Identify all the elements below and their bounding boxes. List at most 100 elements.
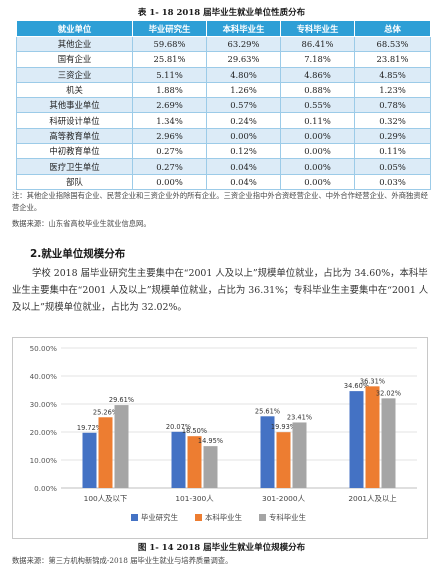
- cell-value: 0.00%: [280, 127, 355, 145]
- cell-value: 0.00%: [280, 158, 355, 175]
- cell-unit: 高等教育单位: [16, 127, 133, 145]
- figure-caption: 图 1- 14 2018 届毕业生就业单位规模分布: [137, 543, 306, 553]
- cell-value: 0.00%: [280, 143, 355, 160]
- data-label: 25.26%: [93, 408, 118, 416]
- bar: [98, 417, 113, 488]
- bar: [349, 391, 364, 488]
- header-overall: 总体: [354, 20, 431, 37]
- bar: [82, 432, 97, 488]
- cell-value: 0.55%: [280, 97, 355, 114]
- bar: [203, 446, 218, 488]
- table-caption: 表 1- 18 2018 届毕业生就业单位性质分布: [137, 8, 306, 18]
- cell-value: 0.12%: [206, 143, 281, 160]
- bar: [381, 398, 396, 488]
- y-tick-label: 0.00%: [34, 484, 57, 493]
- y-tick-label: 40.00%: [30, 372, 58, 381]
- cell-value: 23.81%: [354, 51, 431, 68]
- data-label: 36.31%: [360, 377, 385, 385]
- cell-value: 0.32%: [354, 112, 431, 129]
- cell-value: 0.00%: [206, 127, 281, 145]
- header-graduate: 毕业研究生: [132, 20, 207, 37]
- data-label: 25.61%: [255, 407, 280, 415]
- employer-type-table: 就业单位 毕业研究生 本科毕业生 专科毕业生 总体 其他企业 59.68% 63…: [16, 20, 431, 190]
- cell-value: 0.04%: [206, 158, 281, 175]
- cell-value: 0.05%: [354, 158, 431, 175]
- cell-value: 0.88%: [280, 81, 355, 99]
- legend-label: 毕业研究生: [141, 513, 178, 522]
- legend-label: 专科毕业生: [269, 513, 306, 522]
- y-tick-label: 30.00%: [30, 400, 58, 409]
- table-row: 其他事业单位 2.69% 0.57% 0.55% 0.78%: [16, 97, 431, 114]
- header-unit: 就业单位: [16, 20, 133, 37]
- cell-unit: 三资企业: [16, 66, 133, 83]
- y-tick-label: 10.00%: [30, 456, 58, 465]
- x-tick-label: 100人及以下: [84, 494, 128, 503]
- cell-value: 1.88%: [132, 81, 207, 99]
- table-row: 科研设计单位 1.34% 0.24% 0.11% 0.32%: [16, 112, 431, 129]
- bar: [260, 416, 275, 488]
- data-label: 20.07%: [166, 423, 191, 431]
- section-title: 2.就业单位规模分布: [30, 248, 126, 260]
- data-label: 14.95%: [198, 437, 223, 445]
- cell-value: 29.63%: [206, 51, 281, 68]
- cell-value: 2.69%: [132, 97, 207, 114]
- x-tick-label: 301-2000人: [262, 494, 306, 503]
- table-row: 高等教育单位 2.96% 0.00% 0.00% 0.29%: [16, 127, 431, 145]
- data-label: 23.41%: [287, 413, 312, 421]
- cell-value: 7.18%: [280, 51, 355, 68]
- cell-value: 0.29%: [354, 127, 431, 145]
- cell-value: 0.04%: [206, 173, 281, 190]
- cell-value: 63.29%: [206, 35, 281, 53]
- cell-value: 0.11%: [354, 143, 431, 160]
- cell-value: 68.53%: [354, 35, 431, 53]
- legend-swatch: [195, 514, 202, 521]
- cell-value: 86.41%: [280, 35, 355, 53]
- cell-value: 25.81%: [132, 51, 207, 68]
- bar: [187, 436, 202, 488]
- table-row: 部队 0.00% 0.04% 0.00% 0.03%: [16, 173, 431, 190]
- cell-unit: 部队: [16, 173, 133, 190]
- cell-unit: 其他事业单位: [16, 97, 133, 114]
- cell-value: 1.26%: [206, 81, 281, 99]
- cell-value: 4.85%: [354, 66, 431, 83]
- cell-unit: 国有企业: [16, 51, 133, 68]
- table-row: 国有企业 25.81% 29.63% 7.18% 23.81%: [16, 51, 431, 68]
- bar: [276, 432, 291, 488]
- size-distribution-chart: 0.00% 10.00% 20.00% 30.00% 40.00% 50.00% 19.72…: [12, 337, 428, 539]
- bar: [365, 386, 380, 488]
- data-label: 29.61%: [109, 396, 134, 404]
- cell-unit: 医疗卫生单位: [16, 158, 133, 175]
- bar: [114, 405, 129, 488]
- cell-value: 1.23%: [354, 81, 431, 99]
- bar: [171, 431, 186, 488]
- cell-value: 4.86%: [280, 66, 355, 83]
- cell-value: 5.11%: [132, 66, 207, 83]
- header-undergraduate: 本科毕业生: [206, 20, 281, 37]
- cell-value: 59.68%: [132, 35, 207, 53]
- table-row: 机关 1.88% 1.26% 0.88% 1.23%: [16, 81, 431, 99]
- cell-unit: 其他企业: [16, 35, 133, 53]
- bar: [292, 422, 307, 488]
- y-tick-label: 20.00%: [30, 428, 58, 437]
- legend-swatch: [131, 514, 138, 521]
- cell-value: 4.80%: [206, 66, 281, 83]
- cell-value: 0.03%: [354, 173, 431, 190]
- cell-value: 0.27%: [132, 158, 207, 175]
- table-note: 注：其他企业指除国有企业、民营企业和三资企业外的所有企业。三资企业指中外合资经营…: [12, 191, 428, 212]
- cell-value: 0.57%: [206, 97, 281, 114]
- cell-value: 0.78%: [354, 97, 431, 114]
- data-label: 18.50%: [182, 427, 207, 435]
- table-source: 数据来源：山东省高校毕业生就业信息网。: [12, 219, 151, 228]
- x-tick-label: 101-300人: [175, 494, 214, 503]
- cell-value: 0.00%: [280, 173, 355, 190]
- cell-unit: 中初教育单位: [16, 143, 133, 160]
- data-label: 19.93%: [271, 423, 296, 431]
- data-label: 19.72%: [77, 424, 102, 432]
- cell-value: 0.11%: [280, 112, 355, 129]
- table-row: 三资企业 5.11% 4.80% 4.86% 4.85%: [16, 66, 431, 83]
- cell-value: 0.00%: [132, 173, 207, 190]
- table-row: 中初教育单位 0.27% 0.12% 0.00% 0.11%: [16, 143, 431, 160]
- cell-value: 0.27%: [132, 143, 207, 160]
- cell-unit: 机关: [16, 81, 133, 99]
- cell-unit: 科研设计单位: [16, 112, 133, 129]
